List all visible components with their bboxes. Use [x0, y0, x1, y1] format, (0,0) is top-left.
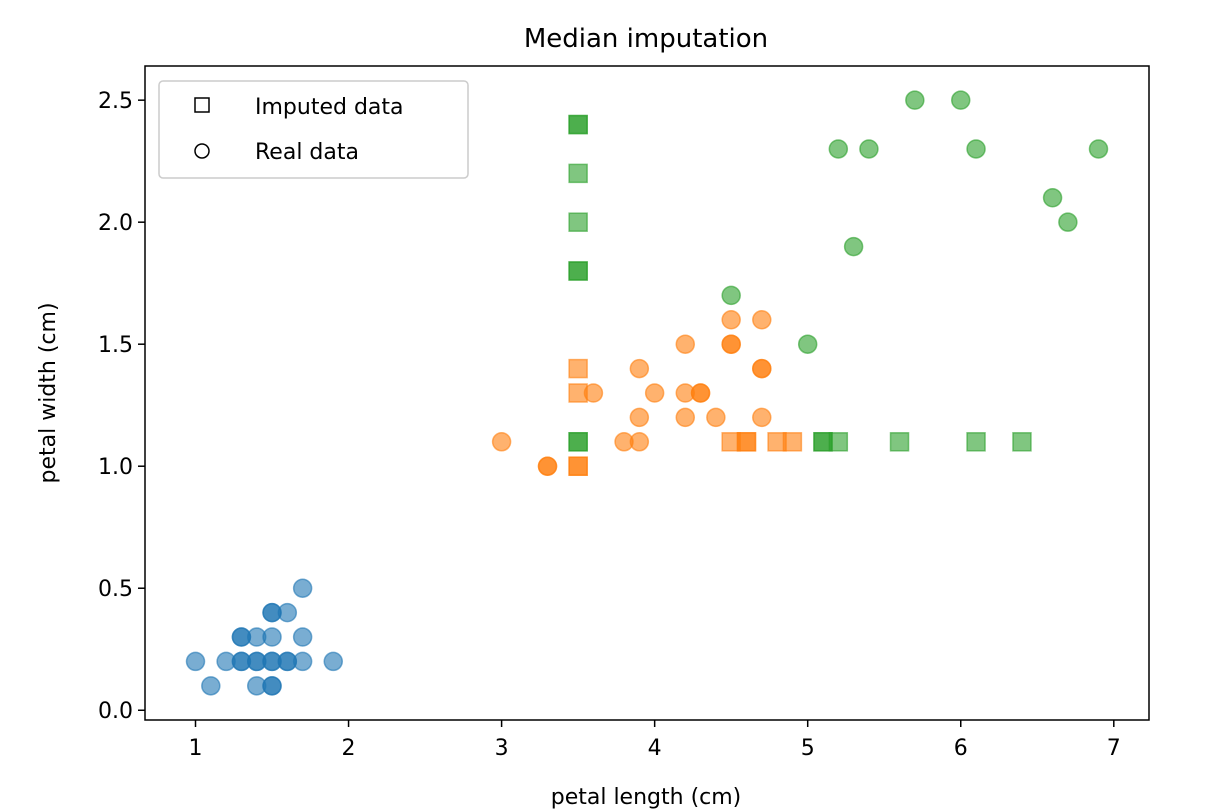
- legend-box: [158, 80, 469, 179]
- real-data-point: [292, 627, 313, 647]
- y-tick-label: 0.0: [98, 699, 133, 724]
- imputed-data-point: [568, 163, 588, 184]
- x-tick-label: 4: [648, 736, 662, 761]
- imputed-data-point: [568, 432, 588, 452]
- real-data-point: [690, 383, 711, 403]
- real-data-point: [675, 334, 696, 354]
- real-data-point: [675, 407, 696, 428]
- real-data-point: [1088, 139, 1109, 159]
- imputed-data-point: [828, 432, 849, 452]
- real-data-point: [491, 432, 512, 452]
- legend: Imputed data Real data: [158, 80, 469, 179]
- real-data-point: [629, 358, 650, 379]
- x-tick-label: 5: [801, 736, 815, 761]
- real-data-point: [277, 602, 298, 623]
- imputed-data-point: [1012, 432, 1032, 452]
- real-data-point: [966, 139, 986, 159]
- real-data-point: [262, 627, 282, 647]
- x-tick-label: 7: [1107, 736, 1121, 761]
- real-data-point: [201, 676, 221, 696]
- x-tick-label: 2: [342, 736, 356, 761]
- real-data-point: [828, 139, 849, 159]
- real-data-point: [1058, 212, 1078, 232]
- x-axis-ticks: 1 2 3 4 5 6 7: [189, 720, 1121, 761]
- y-tick-label: 1.5: [98, 333, 133, 358]
- x-axis-label: petal length (cm): [551, 785, 742, 810]
- x-tick-label: 6: [954, 736, 968, 761]
- real-data-point: [797, 334, 818, 354]
- imputed-data-point: [889, 432, 910, 452]
- real-data-point: [1042, 188, 1063, 208]
- x-tick-label: 3: [495, 736, 509, 761]
- real-data-point: [859, 139, 879, 159]
- real-data-point: [262, 676, 282, 696]
- real-data-point: [629, 407, 650, 428]
- axes-frame: [144, 65, 1150, 721]
- real-data-point: [292, 578, 313, 598]
- legend-label-real: Real data: [255, 140, 359, 165]
- real-data-point: [721, 310, 741, 330]
- real-data-point: [951, 90, 971, 110]
- imputed-data-point: [568, 261, 588, 281]
- legend-square-marker-icon: [194, 97, 210, 113]
- real-data-point: [706, 407, 726, 428]
- imputed-data-point: [568, 358, 588, 379]
- real-data-point: [721, 285, 741, 306]
- imputed-data-point: [568, 456, 588, 476]
- imputed-data-point: [568, 212, 588, 232]
- real-data-point: [721, 334, 741, 354]
- y-tick-label: 2.0: [98, 211, 133, 236]
- imputed-data-point: [568, 383, 588, 403]
- real-data-point: [905, 90, 925, 110]
- real-data-point: [752, 310, 772, 330]
- real-data-point: [843, 236, 864, 257]
- y-axis-label: petal width (cm): [36, 302, 61, 483]
- y-tick-label: 1.0: [98, 455, 133, 480]
- real-data-point: [292, 651, 313, 672]
- imputed-data-point: [568, 114, 588, 135]
- real-data-point: [752, 407, 772, 428]
- imputed-data-point: [736, 432, 757, 452]
- imputed-data-point: [782, 432, 803, 452]
- chart-title: Median imputation: [524, 24, 768, 54]
- imputed-data-point: [966, 432, 986, 452]
- real-data-point: [323, 651, 343, 672]
- real-data-point: [752, 358, 772, 379]
- y-tick-label: 0.5: [98, 577, 133, 602]
- real-data-point: [644, 383, 665, 403]
- real-data-point: [629, 432, 650, 452]
- real-data-point: [185, 651, 206, 672]
- y-axis-ticks: 0.0 0.5 1.0 1.5 2.0 2.5: [98, 89, 145, 724]
- legend-circle-marker-icon: [194, 143, 210, 159]
- x-tick-label: 1: [189, 736, 203, 761]
- real-data-point: [537, 456, 558, 476]
- y-tick-label: 2.5: [98, 89, 133, 114]
- legend-label-imputed: Imputed data: [255, 95, 404, 120]
- data-points: [185, 90, 1109, 696]
